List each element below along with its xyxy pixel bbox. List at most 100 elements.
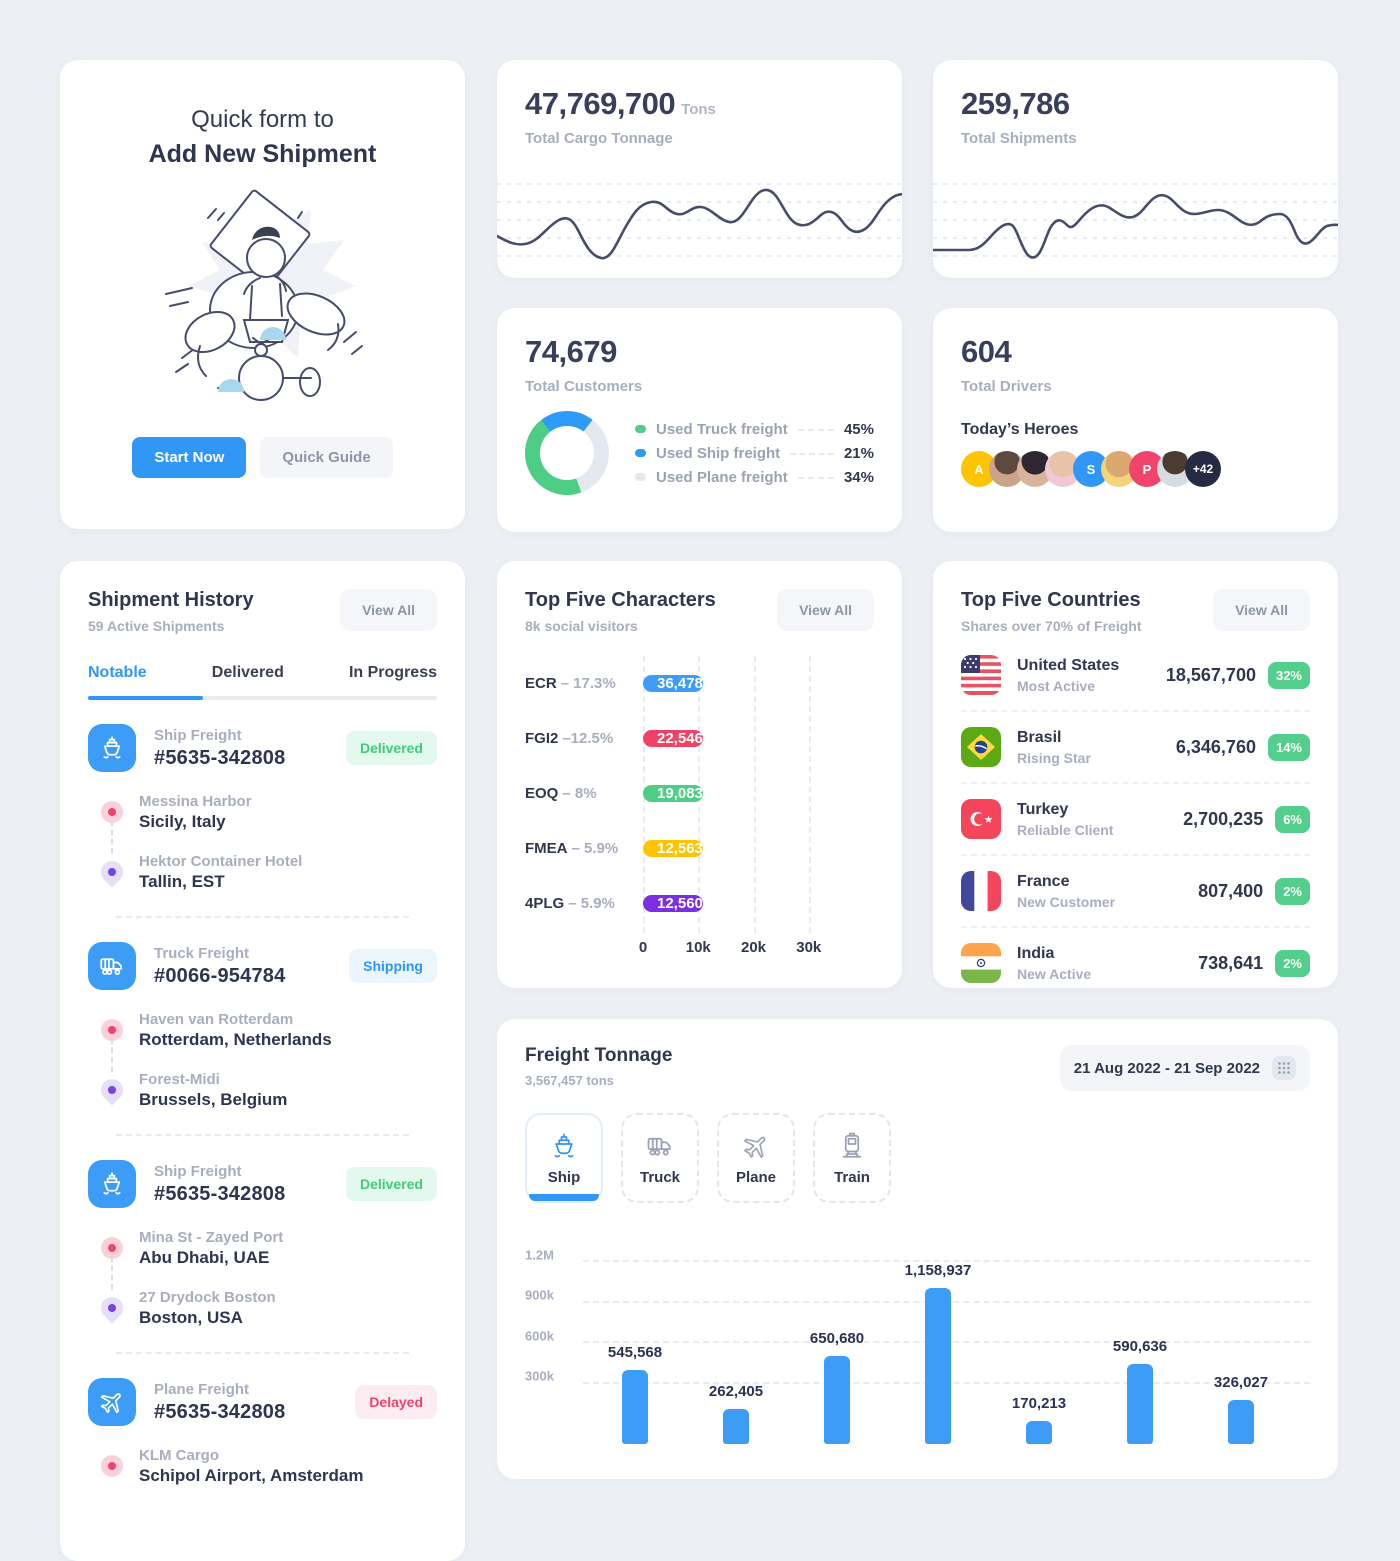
destination-pin-icon bbox=[96, 1074, 128, 1106]
quick-form-title-line2: Add New Shipment bbox=[148, 140, 377, 168]
share-badge: 2% bbox=[1275, 877, 1310, 905]
char-bar: 12,560 bbox=[643, 894, 703, 912]
plane-legend-dot bbox=[635, 473, 646, 481]
flag-fr-icon bbox=[961, 871, 1001, 911]
legend-row-plane: Used Plane freight 34% bbox=[635, 469, 874, 486]
mode-tab-plane[interactable]: Plane bbox=[717, 1113, 795, 1203]
leader-line bbox=[797, 428, 834, 431]
leader-line bbox=[790, 452, 834, 455]
flag-us-icon bbox=[961, 655, 1001, 695]
freight-bar bbox=[824, 1356, 850, 1444]
top-countries-title: Top Five Countries bbox=[961, 589, 1141, 611]
cargo-tonnage-card: 47,769,700 Tons Total Cargo Tonnage bbox=[497, 60, 902, 278]
total-customers-card: 74,679 Total Customers Used Truck freigh… bbox=[497, 308, 902, 532]
char-bar: 19,083 bbox=[643, 784, 703, 802]
leader-line bbox=[797, 476, 834, 479]
shipment-history-card: Shipment History 59 Active Shipments Vie… bbox=[60, 561, 465, 1561]
route-connector bbox=[111, 1256, 113, 1290]
flag-in-icon bbox=[961, 943, 1001, 983]
country-row: France New Customer 807,400 2% bbox=[961, 856, 1310, 928]
train-icon bbox=[842, 1132, 862, 1158]
origin-pin-icon bbox=[101, 1455, 123, 1477]
quick-form-title-line1: Quick form to bbox=[191, 106, 334, 133]
freight-bar-value: 170,213 bbox=[1011, 1395, 1067, 1413]
truck-icon bbox=[647, 1137, 671, 1156]
origin-pin-icon bbox=[101, 1237, 123, 1259]
drivers-value: 604 bbox=[961, 334, 1012, 369]
top-characters-subtitle: 8k social visitors bbox=[525, 618, 638, 634]
freight-bar bbox=[1228, 1400, 1254, 1444]
flag-br-icon bbox=[961, 727, 1001, 767]
avatar-more-count: +42 bbox=[1185, 451, 1221, 487]
char-bar: 22,546 bbox=[643, 729, 703, 747]
status-badge: Delivered bbox=[345, 1167, 437, 1201]
tab-in-progress[interactable]: In Progress bbox=[348, 664, 437, 681]
mode-tab-truck[interactable]: Truck bbox=[621, 1113, 699, 1203]
date-range-picker[interactable]: 21 Aug 2022 - 21 Sep 2022 bbox=[1059, 1045, 1310, 1091]
characters-bar-chart: ECR – 17.3% 36,478 FGI2 –12.5% 22,546 EOQ –… bbox=[525, 656, 874, 965]
share-badge: 2% bbox=[1275, 949, 1310, 977]
tab-indicator-track bbox=[88, 696, 437, 700]
entry-divider bbox=[116, 1134, 409, 1136]
country-row: Turkey Reliable Client 2,700,235 6% bbox=[961, 784, 1310, 856]
freight-bar bbox=[1127, 1364, 1153, 1444]
route-connector bbox=[111, 820, 113, 854]
chart-x-axis: 0 10k 20k 30k bbox=[638, 939, 822, 956]
country-row: United States Most Active 18,567,700 32% bbox=[961, 640, 1310, 712]
calendar-grid-icon bbox=[1272, 1056, 1296, 1080]
date-range-text: 21 Aug 2022 - 21 Sep 2022 bbox=[1073, 1059, 1260, 1077]
quick-guide-button[interactable]: Quick Guide bbox=[260, 437, 393, 478]
freight-bar-value: 590,636 bbox=[1112, 1338, 1168, 1356]
shipment-history-view-all-button[interactable]: View All bbox=[340, 589, 437, 631]
route: Messina Harbor Sicily, Italy Hektor Cont… bbox=[96, 790, 437, 894]
flag-tr-icon bbox=[961, 799, 1001, 839]
quick-form-card: Quick form to Add New Shipment bbox=[60, 60, 465, 529]
status-badge: Shipping bbox=[349, 949, 437, 983]
char-row: 4PLG – 5.9% 12,560 bbox=[525, 894, 703, 912]
origin-pin-icon bbox=[101, 1019, 123, 1041]
shipment-entry[interactable]: Truck Freight #0066-954784 Shipping Have… bbox=[60, 918, 465, 1136]
freight-tonnage-card: Freight Tonnage 3,567,457 tons 21 Aug 20… bbox=[497, 1019, 1338, 1479]
customers-donut-chart bbox=[525, 411, 609, 495]
shipment-history-title: Shipment History bbox=[88, 589, 254, 611]
share-badge: 6% bbox=[1275, 805, 1310, 833]
shipments-value: 259,786 bbox=[961, 86, 1070, 121]
truck-freight-icon bbox=[88, 942, 136, 990]
top-characters-view-all-button[interactable]: View All bbox=[777, 589, 874, 631]
top-countries-subtitle: Shares over 70% of Freight bbox=[961, 618, 1142, 634]
total-drivers-card: 604 Total Drivers Today’s Heroes A S P +… bbox=[933, 308, 1338, 532]
freight-bar-value: 262,405 bbox=[708, 1382, 764, 1400]
country-row: India New Active 738,641 2% bbox=[961, 928, 1310, 998]
ship-freight-icon bbox=[88, 1160, 136, 1208]
start-now-button[interactable]: Start Now bbox=[132, 437, 247, 478]
tab-delivered[interactable]: Delivered bbox=[211, 664, 284, 681]
top-countries-card: Top Five Countries Shares over 70% of Fr… bbox=[933, 561, 1338, 988]
heroes-title: Today’s Heroes bbox=[961, 421, 1079, 438]
shipment-entry[interactable]: Ship Freight #5635-342808 Delivered Mess… bbox=[60, 700, 465, 918]
top-countries-view-all-button[interactable]: View All bbox=[1213, 589, 1310, 631]
mode-tab-train[interactable]: Train bbox=[813, 1113, 891, 1203]
shipment-history-subtitle: 59 Active Shipments bbox=[88, 618, 225, 634]
cargo-label: Total Cargo Tonnage bbox=[525, 130, 673, 147]
shipments-sparkline bbox=[933, 183, 1338, 259]
freight-bar bbox=[925, 1287, 951, 1444]
destination-pin-icon bbox=[96, 1292, 128, 1324]
share-badge: 32% bbox=[1267, 661, 1310, 689]
route: Haven van Rotterdam Rotterdam, Netherlan… bbox=[96, 1008, 437, 1112]
char-bar: 12,563 bbox=[643, 839, 703, 857]
shipment-history-tabs: Notable Delivered In Progress bbox=[60, 664, 465, 682]
top-characters-title: Top Five Characters bbox=[525, 589, 716, 611]
freight-subtitle: 3,567,457 tons bbox=[525, 1073, 614, 1088]
shipment-entry[interactable]: Plane Freight #5635-342808 Delayed KLM C… bbox=[60, 1354, 465, 1488]
plane-icon bbox=[744, 1136, 766, 1158]
shipment-entry[interactable]: Ship Freight #5635-342808 Delivered Mina… bbox=[60, 1136, 465, 1354]
mode-tab-ship[interactable]: Ship bbox=[525, 1113, 603, 1203]
total-shipments-card: 259,786 Total Shipments bbox=[933, 60, 1338, 278]
ship-legend-dot bbox=[635, 449, 646, 457]
ship-freight-icon bbox=[88, 724, 136, 772]
freight-bar bbox=[723, 1408, 749, 1444]
tab-notable[interactable]: Notable bbox=[88, 664, 147, 681]
heroes-avatars: A S P +42 bbox=[933, 451, 1338, 487]
route: Mina St - Zayed Port Abu Dhabi, UAE 27 D… bbox=[96, 1226, 437, 1330]
drivers-label: Total Drivers bbox=[961, 378, 1052, 395]
